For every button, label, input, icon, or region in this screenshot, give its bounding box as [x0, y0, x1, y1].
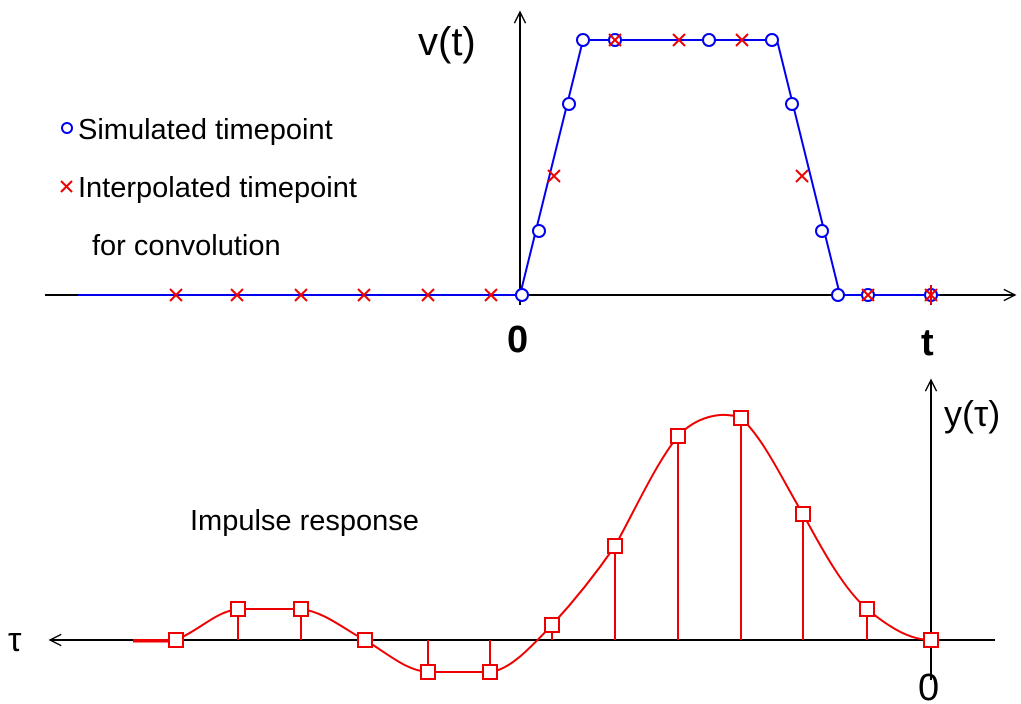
bottom-panel: Impulse response y(τ) τ 0: [8, 380, 1000, 704]
legend-circle-icon: [61, 122, 73, 134]
sample-square: [859, 601, 875, 617]
legend-interpolated-label-2: for convolution: [92, 230, 281, 262]
interpolated-point: [861, 288, 875, 302]
simulated-point: [576, 33, 590, 47]
interpolated-point: [795, 169, 809, 183]
sample-square: [293, 601, 309, 617]
interpolated-point: [421, 288, 435, 302]
simulated-point: [785, 97, 799, 111]
legend-simulated-label: Simulated timepoint: [78, 114, 333, 146]
sample-square: [733, 410, 749, 426]
y-of-tau-label: y(τ): [944, 393, 1000, 434]
interpolated-point: [547, 169, 561, 183]
interpolated-point: [608, 33, 622, 47]
impulse-response-curve: [133, 413, 932, 673]
simulated-point: [702, 33, 716, 47]
simulated-point: [562, 97, 576, 111]
t-axis-label: t: [921, 322, 934, 364]
interpolated-point: [672, 33, 686, 47]
sample-square: [420, 664, 436, 680]
top-panel: v(t) 0 t Simulated timepoint Interpolate…: [45, 12, 1015, 364]
impulse-stems: [237, 418, 868, 672]
simulated-point: [815, 224, 829, 238]
sample-square: [544, 617, 560, 633]
interpolated-point: [294, 288, 308, 302]
legend-interpolated-label-1: Interpolated timepoint: [78, 172, 357, 204]
interpolated-point: [484, 288, 498, 302]
interpolated-point: [169, 288, 183, 302]
interpolated-point: [230, 288, 244, 302]
interpolated-point: [357, 288, 371, 302]
impulse-samples: [168, 410, 939, 680]
sample-square: [482, 664, 498, 680]
sample-square: [168, 632, 184, 648]
interpolated-point: [735, 33, 749, 47]
top-origin-label: 0: [507, 319, 528, 361]
sample-square: [607, 538, 623, 554]
tau-axis-label: τ: [8, 621, 22, 659]
simulated-point: [765, 33, 779, 47]
legend-cross-icon: [60, 180, 73, 193]
bottom-origin-label: 0: [918, 667, 939, 704]
simulated-point: [515, 288, 529, 302]
sample-square: [230, 601, 246, 617]
sample-square: [923, 632, 939, 648]
simulated-timepoints: [515, 33, 938, 302]
legend: Simulated timepoint Interpolated timepoi…: [60, 114, 357, 262]
simulated-point: [831, 288, 845, 302]
impulse-response-title: Impulse response: [190, 505, 419, 537]
interpolated-timepoints: [169, 33, 938, 302]
sample-square: [670, 428, 686, 444]
sample-square: [795, 506, 811, 522]
simulated-point: [532, 224, 546, 238]
sample-square: [357, 632, 373, 648]
v-of-t-label: v(t): [418, 20, 476, 64]
